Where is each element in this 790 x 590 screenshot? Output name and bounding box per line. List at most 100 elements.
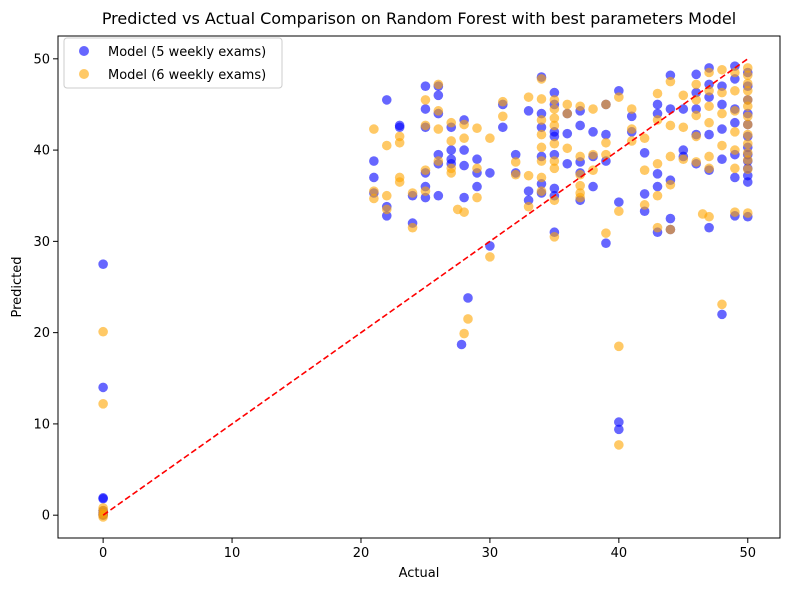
data-point <box>523 92 534 102</box>
data-point <box>549 113 560 123</box>
data-point <box>98 512 108 522</box>
data-point <box>523 170 534 181</box>
data-point <box>742 70 753 81</box>
data-point <box>678 90 689 101</box>
legend-marker-6-weekly <box>79 69 89 79</box>
data-point <box>730 145 740 155</box>
data-point <box>652 115 663 125</box>
data-point <box>730 106 740 116</box>
data-point <box>394 122 405 133</box>
data-point <box>575 101 585 112</box>
data-point <box>742 148 753 158</box>
data-point <box>536 142 547 153</box>
data-point <box>717 140 727 151</box>
data-point <box>639 133 650 144</box>
y-tick-label: 40 <box>33 144 50 159</box>
data-point <box>652 169 663 179</box>
data-point <box>665 224 676 235</box>
data-point <box>446 168 457 178</box>
data-point <box>498 111 508 122</box>
data-point <box>459 160 469 171</box>
data-point <box>742 138 753 149</box>
data-point <box>536 172 547 183</box>
y-tick-label: 50 <box>33 52 50 67</box>
data-point <box>588 165 598 175</box>
data-point <box>704 151 714 162</box>
data-point <box>601 129 611 140</box>
data-point <box>575 151 585 162</box>
data-point <box>665 151 676 162</box>
data-point <box>730 67 740 78</box>
data-point <box>562 128 573 139</box>
data-point <box>549 120 560 131</box>
legend: Model (5 weekly exams) Model (6 weekly e… <box>63 37 283 89</box>
data-point <box>549 131 560 142</box>
data-point <box>369 172 379 183</box>
data-point <box>742 119 753 130</box>
data-point <box>678 104 689 114</box>
data-point <box>704 211 714 222</box>
data-point <box>472 181 482 192</box>
data-point <box>652 158 663 169</box>
y-axis-ticks: 0 10 20 30 40 50 <box>33 52 58 524</box>
data-point <box>463 314 473 324</box>
data-point <box>381 204 392 215</box>
data-point <box>742 155 753 165</box>
data-point <box>456 339 467 350</box>
y-axis-label: Predicted <box>10 256 25 317</box>
data-point <box>652 222 663 233</box>
data-point <box>730 85 740 96</box>
data-point <box>459 119 469 130</box>
data-point <box>420 186 431 196</box>
data-point <box>575 169 585 180</box>
data-point <box>730 163 740 174</box>
data-point <box>730 117 740 128</box>
data-point <box>498 96 508 107</box>
data-point <box>510 169 521 180</box>
data-point <box>742 177 753 187</box>
data-point <box>536 74 547 84</box>
data-point <box>536 186 547 196</box>
data-point <box>369 124 379 134</box>
data-point <box>614 417 624 427</box>
data-point <box>381 190 392 201</box>
legend-label-5-weekly: Model (5 weekly exams) <box>108 45 266 60</box>
data-point <box>626 104 637 114</box>
data-point <box>678 122 689 133</box>
data-point <box>742 78 753 89</box>
data-point <box>575 180 585 191</box>
legend-marker-5-weekly <box>79 46 89 56</box>
data-point <box>742 101 753 112</box>
data-point <box>665 104 676 114</box>
data-point <box>549 183 560 194</box>
data-point <box>717 124 727 134</box>
data-point <box>549 163 560 174</box>
data-point <box>639 200 650 210</box>
data-point <box>472 123 482 133</box>
data-point <box>742 63 753 73</box>
data-point <box>704 163 714 174</box>
data-point <box>588 104 598 114</box>
data-point <box>730 127 740 137</box>
data-point <box>730 207 740 217</box>
data-point <box>98 399 108 409</box>
data-point <box>446 136 457 146</box>
data-point <box>459 133 469 144</box>
data-point <box>626 111 637 122</box>
data-point <box>536 115 547 125</box>
data-point <box>639 165 650 175</box>
data-point <box>614 341 624 352</box>
data-point <box>626 136 637 146</box>
data-point <box>704 222 714 233</box>
data-point <box>536 156 547 166</box>
data-point <box>742 111 753 122</box>
data-point <box>446 117 457 128</box>
data-point <box>717 87 727 98</box>
data-point <box>510 149 521 160</box>
data-point <box>549 156 560 166</box>
data-point <box>407 222 418 233</box>
data-point <box>459 192 469 203</box>
data-point <box>652 190 663 201</box>
data-point <box>536 122 547 133</box>
